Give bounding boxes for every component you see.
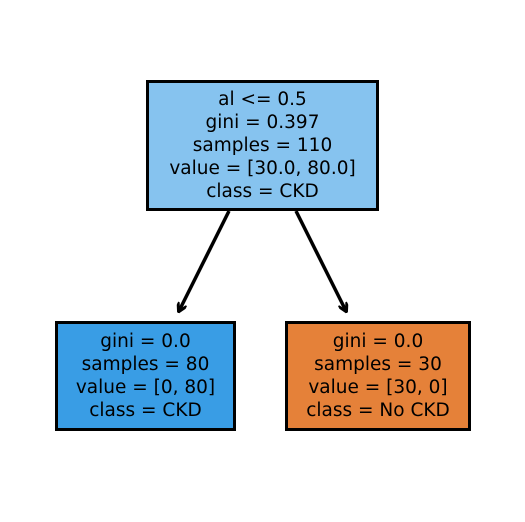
left-samples: samples = 80 — [81, 354, 210, 375]
right-value: value = [30, 0] — [308, 377, 448, 398]
left-class: class = CKD — [89, 400, 202, 421]
edge-root-to-right — [294, 210, 346, 311]
left-gini: gini = 0.0 — [100, 331, 191, 352]
right-class: class = No CKD — [306, 400, 450, 421]
edge-root-to-left — [179, 210, 231, 311]
root-samples: samples = 110 — [192, 135, 333, 156]
root-node: al <= 0.5 gini = 0.397 samples = 110 val… — [146, 80, 379, 211]
root-split-rule: al <= 0.5 — [218, 89, 307, 110]
root-class: class = CKD — [206, 181, 319, 202]
root-value: value = [30.0, 80.0] — [169, 158, 356, 179]
right-samples: samples = 30 — [314, 354, 442, 375]
left-leaf-node: gini = 0.0 samples = 80 value = [0, 80] … — [55, 321, 236, 431]
root-gini: gini = 0.397 — [205, 112, 320, 133]
right-gini: gini = 0.0 — [332, 331, 424, 352]
left-value: value = [0, 80] — [75, 377, 216, 398]
right-leaf-node: gini = 0.0 samples = 30 value = [30, 0] … — [285, 321, 471, 431]
